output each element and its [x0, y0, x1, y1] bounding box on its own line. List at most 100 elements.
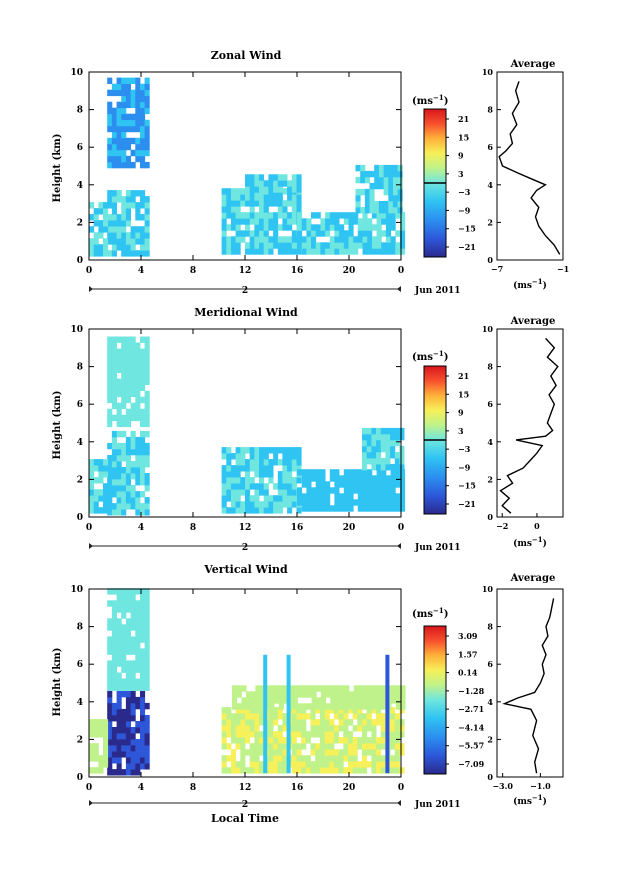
heatmap-cell	[348, 469, 354, 476]
heatmap-cell	[121, 509, 127, 516]
heatmap-cell	[107, 372, 113, 379]
y-tick-label: 8	[77, 106, 83, 116]
heatmap-cell	[235, 224, 241, 231]
heatmap-cell	[254, 230, 260, 237]
heatmap-cell	[264, 703, 270, 710]
heatmap-cell	[116, 509, 122, 516]
heatmap-cell	[135, 612, 141, 619]
heatmap-cell	[226, 713, 232, 720]
heatmap-cell	[130, 763, 136, 770]
heatmap-cell	[273, 749, 279, 756]
y-tick-label: 6	[77, 660, 83, 670]
average-xlabel: (ms−1)	[513, 535, 547, 549]
heatmap-cell	[348, 707, 354, 714]
heatmap-cell	[357, 469, 363, 476]
heatmap-cell	[390, 218, 396, 225]
heatmap-cell	[125, 161, 131, 169]
heatmap-cell	[324, 743, 330, 750]
heatmap-cell	[254, 224, 260, 231]
heatmap-cell	[353, 242, 359, 249]
heatmap-cell	[121, 336, 127, 343]
colorbar-tick-label: 15	[458, 389, 469, 399]
heatmap-cell	[291, 180, 297, 187]
heatmap-cell	[130, 594, 136, 601]
heatmap-cell	[226, 224, 232, 231]
heatmap-cell	[226, 206, 232, 213]
heatmap-cell	[140, 509, 146, 516]
heatmap-cell	[245, 218, 251, 225]
heatmap-cell	[268, 200, 274, 207]
heatmap-cell	[98, 226, 104, 233]
heatmap-cell	[254, 731, 260, 738]
heatmap-cell	[116, 672, 122, 679]
heatmap-cell	[111, 396, 117, 404]
heatmap-cell	[333, 725, 339, 732]
heatmap-cell	[277, 186, 283, 193]
heatmap-cell	[291, 495, 297, 502]
heatmap-cell	[116, 232, 122, 239]
heatmap-cell	[301, 248, 307, 255]
heatmap-cell	[121, 366, 127, 373]
heatmap-cell	[135, 214, 141, 221]
heatmap-cell	[246, 691, 252, 698]
heatmap-cell	[397, 201, 403, 208]
heatmap-cell	[291, 731, 297, 738]
heatmap-cell	[381, 493, 387, 500]
heatmap-cell	[130, 727, 136, 734]
heatmap-cell	[107, 143, 113, 151]
heatmap-cell	[268, 174, 274, 181]
heatmap-cell	[311, 469, 317, 476]
heatmap-cell	[121, 107, 127, 115]
heatmap-cell	[360, 188, 366, 196]
heatmap-cell	[249, 495, 255, 502]
heatmap-cell	[277, 507, 283, 514]
heatmap-cell	[135, 660, 141, 667]
colorbar-tick-label: −1.28	[458, 686, 485, 696]
heatmap-cell	[116, 654, 122, 661]
heatmap-cell	[334, 475, 340, 482]
heatmap-cell	[390, 755, 396, 762]
heatmap-cell	[288, 685, 294, 692]
heatmap-cell	[287, 248, 293, 255]
heatmap-cell	[98, 244, 104, 251]
heatmap-cell	[296, 725, 302, 732]
heatmap-cell	[130, 739, 136, 746]
heatmap-cell	[125, 190, 131, 197]
heatmap-cell	[125, 618, 131, 625]
heatmap-cell	[111, 232, 117, 239]
heatmap-cell	[121, 430, 127, 438]
heatmap-cell	[287, 236, 293, 243]
heatmap-cell	[140, 715, 146, 722]
heatmap-cell	[111, 149, 117, 157]
heatmap-cell	[245, 767, 251, 774]
heatmap-cell	[235, 212, 241, 219]
heatmap-cell	[107, 461, 113, 468]
heatmap-cell	[301, 242, 307, 249]
heatmap-cell	[125, 442, 131, 450]
heatmap-cell	[140, 430, 146, 438]
heatmap-cell	[319, 755, 325, 762]
heatmap-cell	[330, 685, 336, 692]
heatmap-cell	[111, 214, 117, 221]
heatmap-cell	[277, 737, 283, 744]
heatmap-cell	[107, 107, 113, 115]
heatmap-cell	[400, 691, 406, 698]
heatmap-cell	[372, 685, 378, 692]
heatmap-cell	[121, 745, 127, 752]
heatmap-cell	[107, 354, 113, 361]
heatmap-cell	[130, 485, 136, 492]
heatmap-cell	[371, 755, 377, 762]
heatmap-cell	[343, 248, 349, 255]
heatmap-cell	[269, 697, 275, 704]
heatmap-cell	[111, 588, 117, 595]
heatmap-cell	[376, 499, 382, 506]
heatmap-cell	[287, 477, 293, 484]
heatmap-cell	[116, 89, 122, 97]
heatmap-cell	[278, 703, 284, 710]
heatmap-cell	[144, 83, 150, 91]
x-tick-label: 8	[190, 266, 196, 276]
heatmap-cell	[144, 232, 150, 239]
heatmap-cell	[259, 471, 265, 478]
heatmap-cell	[89, 465, 95, 472]
heatmap-cell	[246, 697, 252, 704]
